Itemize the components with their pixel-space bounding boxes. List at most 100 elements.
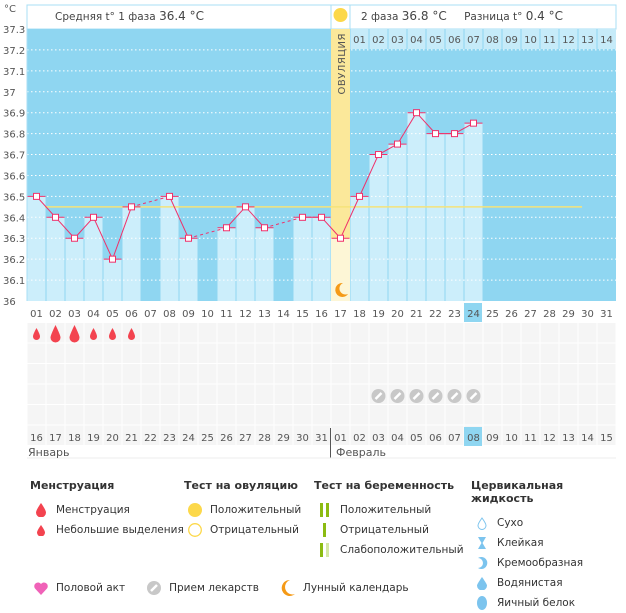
mark-cell bbox=[293, 364, 312, 384]
cycle-day-label: 13 bbox=[258, 309, 271, 320]
ovulation-negative-icon bbox=[184, 523, 206, 537]
today-highlight bbox=[464, 427, 482, 446]
y-tick-label: 37.2 bbox=[3, 46, 25, 57]
temp-point bbox=[451, 130, 458, 138]
temp-line bbox=[93, 217, 113, 260]
calendar-date: 30 bbox=[296, 433, 309, 444]
legend-item: Половой акт bbox=[56, 582, 126, 594]
temp-line bbox=[131, 195, 170, 208]
mark-cell bbox=[274, 323, 293, 343]
phase2-day-label: 02 bbox=[372, 35, 385, 46]
temp-bar bbox=[160, 196, 179, 301]
mark-cell bbox=[426, 405, 445, 425]
mark-cell bbox=[502, 405, 521, 425]
mark-cell bbox=[540, 323, 559, 343]
mark-cell bbox=[597, 343, 616, 363]
legend-item: Сухо bbox=[497, 517, 524, 529]
cycle-day-label: 04 bbox=[87, 309, 100, 320]
mark-cell bbox=[160, 405, 179, 425]
phase2-day-label: 04 bbox=[410, 35, 423, 46]
temp-bar bbox=[388, 144, 407, 301]
y-tick-label: 36.4 bbox=[3, 213, 25, 224]
mark-cell bbox=[141, 405, 160, 425]
legend-ovulation-test: Тест на овуляцию Положительный Отрицател… bbox=[184, 479, 301, 540]
legend-item: Отрицательный bbox=[340, 524, 429, 536]
mark-cell bbox=[312, 343, 331, 363]
temp-point bbox=[128, 203, 135, 211]
calendar-date: 24 bbox=[182, 433, 195, 444]
mark-cell bbox=[84, 343, 103, 363]
temp-line bbox=[112, 206, 132, 260]
mark-cell bbox=[141, 323, 160, 343]
temp-point bbox=[223, 224, 230, 232]
mark-cell bbox=[65, 364, 84, 384]
calendar-date: 02 bbox=[353, 433, 366, 444]
mark-cell bbox=[160, 425, 179, 445]
drop-big-icon bbox=[30, 503, 52, 517]
temp-line bbox=[188, 227, 227, 239]
mark-cell bbox=[312, 425, 331, 445]
phase2-value: 36.8 °C bbox=[401, 9, 447, 23]
header-phase1: Средняя t° 1 фаза 36.4 °C bbox=[55, 9, 204, 23]
mark-cell bbox=[255, 343, 274, 363]
y-tick-label: 36.9 bbox=[3, 109, 25, 120]
pill-icon-slash bbox=[450, 392, 459, 400]
mark-cell bbox=[426, 364, 445, 384]
mark-cell bbox=[27, 405, 46, 425]
cycle-day-label: 26 bbox=[505, 309, 518, 320]
mark-cell bbox=[236, 425, 255, 445]
calendar-date: 16 bbox=[30, 433, 43, 444]
cycle-day-label: 19 bbox=[372, 309, 385, 320]
mark-cell bbox=[179, 343, 198, 363]
calendar-date: 03 bbox=[372, 433, 385, 444]
cycle-day-label: 22 bbox=[429, 309, 442, 320]
mark-cell bbox=[293, 425, 312, 445]
mark-cell bbox=[217, 425, 236, 445]
temp-point bbox=[261, 224, 268, 232]
temp-bar bbox=[369, 154, 388, 301]
y-tick-label: 37.3 bbox=[3, 25, 25, 36]
mark-cell bbox=[255, 323, 274, 343]
legend-item: Менструация bbox=[56, 504, 130, 516]
temp-line bbox=[264, 216, 303, 229]
legend-item: Яичный белок bbox=[497, 597, 576, 609]
mark-cell bbox=[141, 384, 160, 404]
mark-cell bbox=[407, 364, 426, 384]
legend-item: Небольшие выделения bbox=[56, 524, 184, 536]
calendar-date: 31 bbox=[315, 433, 328, 444]
mark-cell bbox=[350, 343, 369, 363]
cycle-day-label: 31 bbox=[600, 309, 613, 320]
temp-point bbox=[52, 213, 59, 221]
watery-icon bbox=[471, 576, 493, 590]
temp-point bbox=[71, 234, 78, 242]
mark-cell bbox=[445, 364, 464, 384]
mark-cell bbox=[483, 343, 502, 363]
temp-line bbox=[397, 112, 417, 145]
mark-cell bbox=[236, 384, 255, 404]
temp-point bbox=[432, 130, 439, 138]
cycle-day-label: 21 bbox=[410, 309, 423, 320]
mark-cell bbox=[464, 405, 483, 425]
mark-cell bbox=[521, 425, 540, 445]
mark-cell bbox=[578, 323, 597, 343]
phase2-day-label: 12 bbox=[562, 35, 575, 46]
calendar-date: 15 bbox=[600, 433, 613, 444]
mark-cell bbox=[274, 384, 293, 404]
mark-cell bbox=[255, 425, 274, 445]
header-box bbox=[26, 4, 617, 30]
mark-cell bbox=[198, 384, 217, 404]
cycle-day-label: 06 bbox=[125, 309, 138, 320]
temp-bar bbox=[27, 196, 46, 301]
mark-cell bbox=[46, 343, 65, 363]
legend-item: Клейкая bbox=[497, 537, 544, 549]
mark-cell bbox=[274, 405, 293, 425]
ovulation-band bbox=[331, 29, 350, 239]
mark-cell bbox=[236, 323, 255, 343]
mark-cell bbox=[312, 364, 331, 384]
mark-cell bbox=[369, 405, 388, 425]
calendar-date: 07 bbox=[448, 433, 461, 444]
mark-cell bbox=[65, 405, 84, 425]
spotting-icon bbox=[109, 328, 116, 340]
mark-cell bbox=[312, 405, 331, 425]
temp-bar bbox=[179, 238, 198, 301]
